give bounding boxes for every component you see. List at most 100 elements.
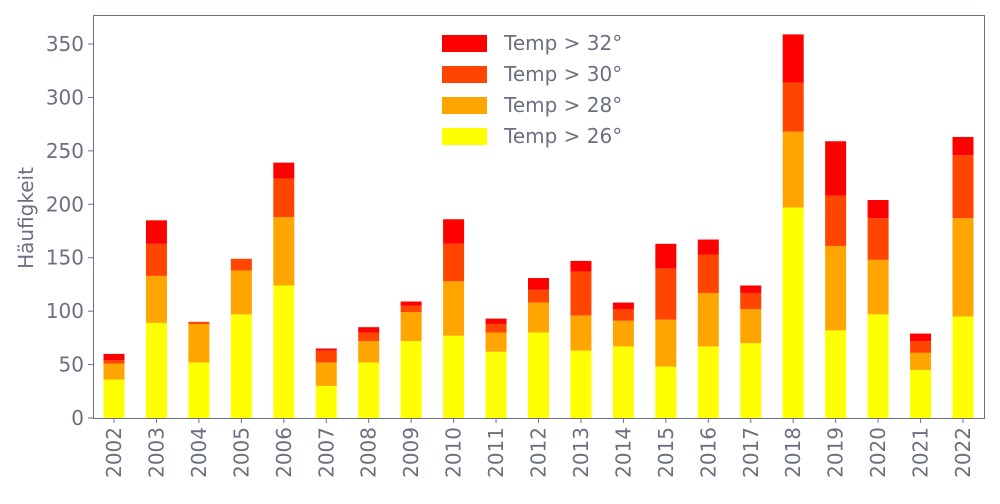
bar-2016-series-3: [697, 239, 719, 255]
bar-2021-series-2: [910, 341, 932, 353]
legend-swatch: [442, 97, 487, 114]
bar-2006-series-1: [273, 217, 295, 286]
bar-2020-series-3: [867, 200, 889, 219]
bar-2007-series-1: [315, 362, 337, 386]
x-tick-label: 2017: [739, 427, 763, 478]
x-tick-label: 2010: [442, 427, 466, 478]
x-tick-label: 2003: [144, 427, 168, 478]
y-axis: 0 50 100 150 200 250 300 350: [46, 32, 93, 430]
bar-2017-series-1: [740, 309, 762, 344]
x-tick-label: 2009: [399, 427, 423, 478]
bar-2010-series-3: [443, 219, 465, 244]
x-tick-label: 2022: [951, 427, 975, 478]
bar-2022-series-3: [952, 136, 974, 156]
bar-2008-series-0: [358, 362, 380, 418]
bars-group: [103, 34, 974, 418]
x-tick-label: 2004: [187, 427, 211, 478]
bar-2021-series-3: [910, 333, 932, 342]
bar-2006-series-3: [273, 162, 295, 179]
bar-2020-series-0: [867, 314, 889, 418]
x-tick-label: 2008: [357, 427, 381, 478]
bar-2015-series-3: [655, 243, 677, 269]
y-axis-label: Häufigkeit: [14, 167, 38, 269]
bar-2022-series-1: [952, 218, 974, 317]
bar-2009-series-3: [400, 301, 422, 306]
x-tick-label: 2005: [229, 427, 253, 478]
bar-2014-series-0: [612, 346, 634, 418]
bar-2009-series-0: [400, 341, 422, 418]
y-tick-label: 300: [46, 85, 84, 109]
bar-2004-series-2: [188, 321, 210, 324]
bar-2016-series-0: [697, 346, 719, 418]
y-tick-label: 150: [46, 246, 84, 270]
bar-2014-series-1: [612, 320, 634, 347]
bar-2009-series-2: [400, 305, 422, 313]
x-tick-label: 2011: [484, 427, 508, 478]
y-tick-label: 250: [46, 139, 84, 163]
bar-2002-series-3: [103, 353, 125, 361]
bar-2006-series-2: [273, 178, 295, 218]
bar-2011-series-0: [485, 351, 507, 418]
bar-2010-series-1: [443, 281, 465, 336]
bar-2015-series-0: [655, 366, 677, 418]
bar-2006-series-0: [273, 285, 295, 418]
bar-2011-series-2: [485, 323, 507, 333]
legend-swatch: [442, 66, 487, 83]
bar-2022-series-2: [952, 155, 974, 219]
x-tick-label: 2016: [696, 427, 720, 478]
bar-2018-series-3: [782, 34, 804, 83]
x-tick-label: 2020: [866, 427, 890, 478]
bar-2013-series-2: [570, 271, 592, 316]
bar-2015-series-2: [655, 268, 677, 320]
x-tick-label: 2015: [654, 427, 678, 478]
bar-2014-series-2: [612, 309, 634, 321]
bar-2018-series-1: [782, 131, 804, 208]
bar-2016-series-1: [697, 292, 719, 347]
x-tick-label: 2021: [909, 427, 933, 478]
bar-2003-series-1: [145, 275, 167, 323]
x-tick-label: 2012: [527, 427, 551, 478]
legend-swatch: [442, 35, 487, 52]
x-tick-label: 2007: [314, 427, 338, 478]
bar-2016-series-2: [697, 254, 719, 293]
bar-2017-series-3: [740, 285, 762, 293]
bar-2022-series-0: [952, 316, 974, 418]
x-tick-label: 2014: [611, 427, 635, 478]
bar-2019-series-2: [825, 195, 847, 246]
bar-2008-series-1: [358, 341, 380, 363]
bar-2010-series-2: [443, 243, 465, 282]
bar-2005-series-0: [230, 314, 252, 418]
y-tick-label: 0: [71, 406, 84, 430]
bar-2015-series-1: [655, 319, 677, 367]
bar-2011-series-1: [485, 332, 507, 352]
bar-2013-series-3: [570, 260, 592, 272]
y-tick-label: 350: [46, 32, 84, 56]
bar-2021-series-1: [910, 352, 932, 370]
y-tick-label: 50: [59, 353, 84, 377]
bar-2004-series-0: [188, 362, 210, 418]
legend-label: Temp > 30°: [503, 62, 622, 86]
bar-2019-series-1: [825, 245, 847, 331]
bar-2008-series-2: [358, 332, 380, 342]
x-tick-label: 2006: [272, 427, 296, 478]
bar-2004-series-1: [188, 323, 210, 363]
bar-2019-series-0: [825, 330, 847, 418]
bar-2003-series-0: [145, 322, 167, 418]
bar-2017-series-2: [740, 292, 762, 310]
y-tick-label: 100: [46, 299, 84, 323]
x-axis: 2002 2003 2004 2005 2006 2007 2008 2009 2010 2011…: [102, 418, 975, 478]
bar-2020-series-2: [867, 218, 889, 260]
bar-2013-series-1: [570, 315, 592, 351]
legend-label: Temp > 32°: [503, 31, 622, 55]
x-tick-label: 2019: [824, 427, 848, 478]
bar-2010-series-0: [443, 335, 465, 418]
bar-2014-series-3: [612, 302, 634, 310]
bar-2007-series-3: [315, 348, 337, 351]
bar-2017-series-0: [740, 343, 762, 418]
bar-2002-series-2: [103, 360, 125, 364]
bar-2019-series-3: [825, 141, 847, 196]
bar-2021-series-0: [910, 369, 932, 418]
legend-label: Temp > 26°: [503, 124, 622, 148]
bar-2018-series-2: [782, 82, 804, 132]
